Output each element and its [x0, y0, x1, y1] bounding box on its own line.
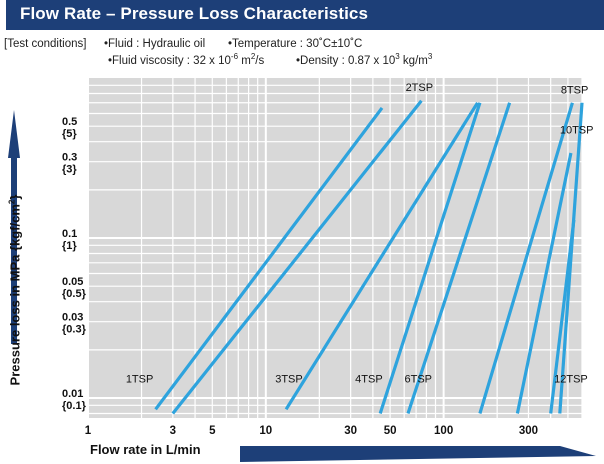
- series-line-10tsp: [515, 152, 573, 414]
- y-arrow-shaft: [11, 156, 17, 344]
- y-tick-sublabel: {3}: [62, 164, 77, 176]
- y-tick-sublabel: {0.3}: [62, 324, 87, 336]
- y-tick-label: 0.05: [62, 276, 83, 288]
- series-line-4tsp: [378, 102, 482, 414]
- series-line-6tsp: [406, 102, 512, 414]
- x-tick-label: 50: [384, 425, 397, 437]
- x-tick-label: 5: [209, 425, 216, 437]
- test-conditions-label: [Test conditions]: [4, 38, 87, 50]
- series-label-12tsp: 12TSP: [554, 374, 588, 386]
- series-label-10tsp: 10TSP: [560, 124, 594, 136]
- density-condition: •Density : 0.87 x 103 kg/m3: [296, 52, 433, 67]
- plot-area: [88, 78, 582, 418]
- x-tick-label: 3: [170, 425, 176, 437]
- title-accent: [0, 0, 6, 30]
- x-tick-label: 100: [434, 425, 453, 437]
- y-axis-label-wrap: Pressure loss in MPa {kgf/cm2}: [0, 90, 30, 430]
- y-axis-label: Pressure loss in MPa {kgf/cm2}: [7, 194, 23, 386]
- series-label-1tsp: 1TSP: [126, 374, 154, 386]
- y-tick-label: 0.3: [62, 152, 77, 164]
- series-label-4tsp: 4TSP: [355, 374, 383, 386]
- y-tick-sublabel: {1}: [62, 240, 77, 252]
- series-label-6tsp: 6TSP: [405, 374, 433, 386]
- series-label-3tsp: 3TSP: [275, 374, 303, 386]
- series-line-unlabeled: [558, 102, 584, 414]
- x-tick-label: 30: [344, 425, 357, 437]
- x-axis-label: Flow rate in L/min: [90, 442, 201, 457]
- fluid-condition: •Fluid : Hydraulic oil: [104, 38, 206, 50]
- title-bar: Flow Rate – Pressure Loss Characteristic…: [0, 0, 604, 30]
- series-label-8tsp: 8TSP: [561, 85, 589, 97]
- series-line-3tsp: [284, 101, 479, 411]
- y-tick-label: 0.1: [62, 228, 77, 240]
- series-line-2tsp: [171, 99, 423, 415]
- series-labels: 1TSP 2TSP 3TSP 4TSP 6TSP 8TSP 10TSP 12TSP: [126, 82, 594, 386]
- title-accent-gap: [8, 0, 12, 30]
- viscosity-condition: •Fluid viscosity : 32 x 10-6 m2/s: [108, 52, 265, 67]
- y-tick-sublabel: {0.1}: [62, 400, 87, 412]
- series-line-8tsp: [478, 102, 574, 414]
- y-tick-label: 0.01: [62, 388, 83, 400]
- series-label-2tsp: 2TSP: [406, 82, 434, 94]
- chart-title: Flow Rate – Pressure Loss Characteristic…: [20, 4, 369, 23]
- tick-labels: 1 3 5 10 30 50 100 3000.5{5}0.3{3}0.1{1}0.05{0.…: [62, 116, 538, 437]
- series-line-1tsp: [154, 106, 384, 411]
- y-tick-label: 0.03: [62, 312, 83, 324]
- y-tick-sublabel: {0.5}: [62, 288, 87, 300]
- series-lines: [154, 99, 584, 415]
- grid-lines: [87, 78, 583, 418]
- x-tick-label: 300: [519, 425, 538, 437]
- y-arrow-icon: [8, 110, 20, 158]
- temperature-condition: •Temperature : 30˚C±10˚C: [228, 38, 363, 50]
- x-arrow-icon: [240, 446, 596, 462]
- x-tick-label: 10: [259, 425, 272, 437]
- y-tick-label: 0.5: [62, 116, 77, 128]
- x-tick-label: 1: [85, 425, 92, 437]
- y-tick-sublabel: {5}: [62, 128, 77, 140]
